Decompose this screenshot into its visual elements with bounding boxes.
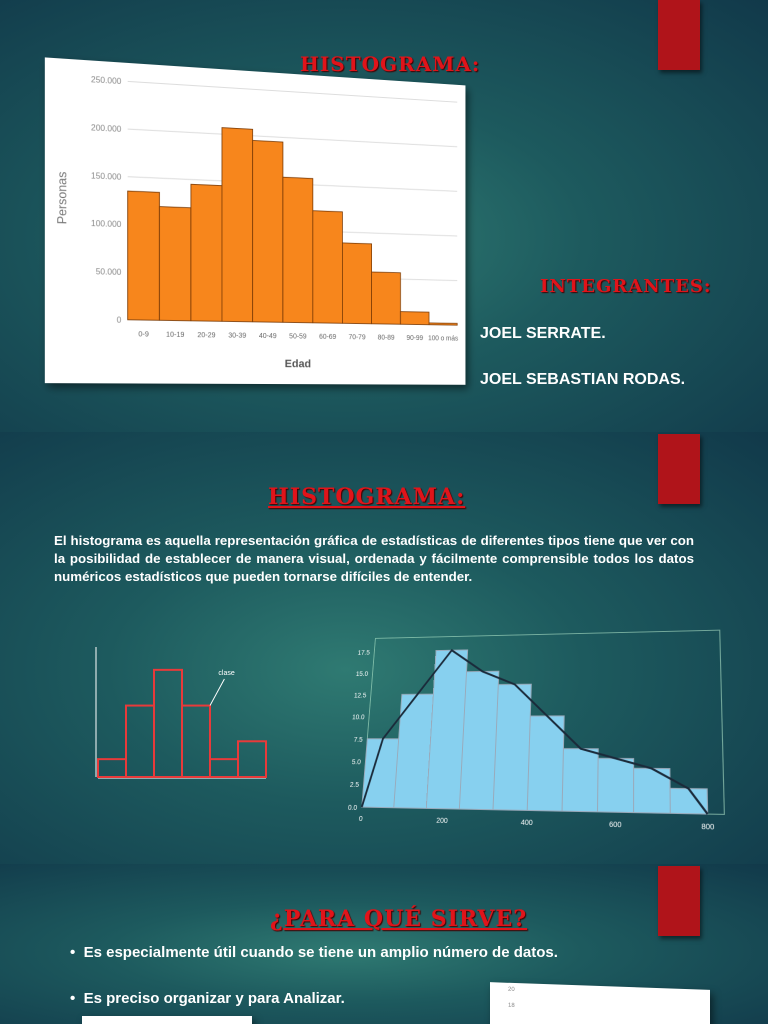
accent-block bbox=[658, 866, 700, 936]
member-name: JOEL SERRATE. bbox=[480, 325, 606, 343]
bar bbox=[154, 670, 182, 777]
x-tick-label: 0-9 bbox=[138, 330, 149, 338]
annotation: clase bbox=[218, 670, 234, 677]
y-tick-label: 150.000 bbox=[91, 171, 122, 181]
y-tick-label: 0 bbox=[117, 316, 122, 325]
x-tick-label: 100 o más bbox=[428, 334, 458, 342]
y-tick-label: 12.5 bbox=[354, 693, 367, 700]
x-tick-label: 80-89 bbox=[378, 334, 395, 342]
tick-label: 18 bbox=[508, 1003, 515, 1009]
bullet-item: • Es especialmente útil cuando se tiene … bbox=[70, 944, 558, 961]
description-paragraph: El histograma es aquella representación … bbox=[54, 532, 694, 586]
y-tick-label: 100.000 bbox=[91, 219, 122, 229]
bar bbox=[238, 741, 266, 777]
y-tick-label: 10.0 bbox=[352, 714, 365, 721]
slide-3: ¿PARA QUÉ SIRVE? • Es especialmente útil… bbox=[0, 864, 768, 1024]
bar bbox=[429, 323, 457, 325]
bar bbox=[191, 184, 222, 321]
bar bbox=[372, 272, 401, 324]
annotation-pointer bbox=[210, 679, 224, 706]
bar bbox=[210, 759, 238, 777]
chart-preview bbox=[82, 1016, 252, 1024]
bar bbox=[459, 671, 499, 809]
x-tick-label: 40-49 bbox=[259, 332, 277, 340]
bar bbox=[313, 211, 343, 324]
y-tick-label: 17.5 bbox=[357, 650, 370, 657]
gridline bbox=[128, 81, 458, 102]
bar bbox=[128, 191, 160, 320]
accent-block bbox=[658, 434, 700, 504]
chart-preview: 20 18 bbox=[490, 982, 710, 1024]
x-axis-label: Edad bbox=[285, 358, 311, 370]
x-tick-label: 400 bbox=[521, 819, 533, 827]
x-tick-label: 60-69 bbox=[319, 333, 336, 341]
x-tick-label: 10-19 bbox=[166, 331, 184, 339]
bar bbox=[126, 706, 154, 777]
bullet-text: Es preciso organizar y para Analizar. bbox=[84, 990, 345, 1007]
slide-title: HISTOGRAMA: bbox=[300, 52, 480, 76]
x-tick-label: 0 bbox=[359, 816, 364, 823]
histogram-chart-age: 0 50.000 100.000 150.000 200.000 250.000 0-9 10… bbox=[45, 57, 466, 384]
bar bbox=[670, 788, 708, 814]
bar bbox=[222, 128, 253, 322]
bar bbox=[562, 749, 598, 812]
tick-label: 20 bbox=[508, 987, 515, 993]
histogram-chart-polygon: 0.0 2.5 5.0 7.5 10.0 12.5 15.0 17.5 0 200 400 600 80… bbox=[304, 620, 742, 848]
members-title: INTEGRANTES: bbox=[540, 276, 712, 297]
x-tick-label: 90-99 bbox=[406, 334, 423, 342]
x-tick-label: 800 bbox=[701, 823, 715, 831]
y-tick-label: 250.000 bbox=[91, 75, 122, 86]
y-tick-label: 200.000 bbox=[91, 123, 122, 134]
accent-block bbox=[658, 0, 700, 70]
bar bbox=[493, 684, 531, 810]
gridline bbox=[128, 129, 458, 147]
bar bbox=[283, 177, 313, 323]
y-tick-label: 7.5 bbox=[353, 737, 363, 744]
bar bbox=[98, 759, 126, 777]
histogram-chart-outline: clase bbox=[74, 637, 284, 807]
y-tick-label: 15.0 bbox=[356, 671, 369, 678]
member-name: JOEL SEBASTIAN RODAS. bbox=[480, 371, 685, 389]
x-tick-label: 70-79 bbox=[349, 333, 366, 341]
x-tick-label: 600 bbox=[609, 821, 622, 829]
bar bbox=[342, 243, 371, 324]
y-tick-label: 2.5 bbox=[350, 782, 360, 789]
bar bbox=[253, 140, 283, 322]
slide-title: HISTOGRAMA: bbox=[268, 484, 465, 510]
slide-1: HISTOGRAMA: 0 50.000 100.000 150.000 200.000… bbox=[0, 0, 768, 432]
bullet-item: • Es preciso organizar y para Analizar. bbox=[70, 990, 345, 1007]
x-tick-label: 20-29 bbox=[197, 331, 215, 339]
bullet-text: Es especialmente útil cuando se tiene un… bbox=[84, 944, 558, 961]
bar bbox=[159, 207, 190, 321]
bar bbox=[597, 758, 633, 812]
slide-title: ¿PARA QUÉ SIRVE? bbox=[270, 906, 527, 932]
bar bbox=[182, 706, 210, 777]
bar bbox=[527, 716, 564, 811]
y-tick-label: 50.000 bbox=[96, 267, 122, 277]
y-tick-label: 5.0 bbox=[352, 759, 362, 766]
slide-2: HISTOGRAMA: El histograma es aquella rep… bbox=[0, 432, 768, 864]
y-tick-label: 0.0 bbox=[348, 805, 358, 813]
x-tick-label: 200 bbox=[436, 817, 448, 825]
x-tick-label: 50-59 bbox=[289, 332, 307, 340]
x-tick-label: 30-39 bbox=[228, 332, 246, 340]
bar bbox=[401, 312, 430, 325]
y-axis-label: Personas bbox=[55, 171, 70, 224]
